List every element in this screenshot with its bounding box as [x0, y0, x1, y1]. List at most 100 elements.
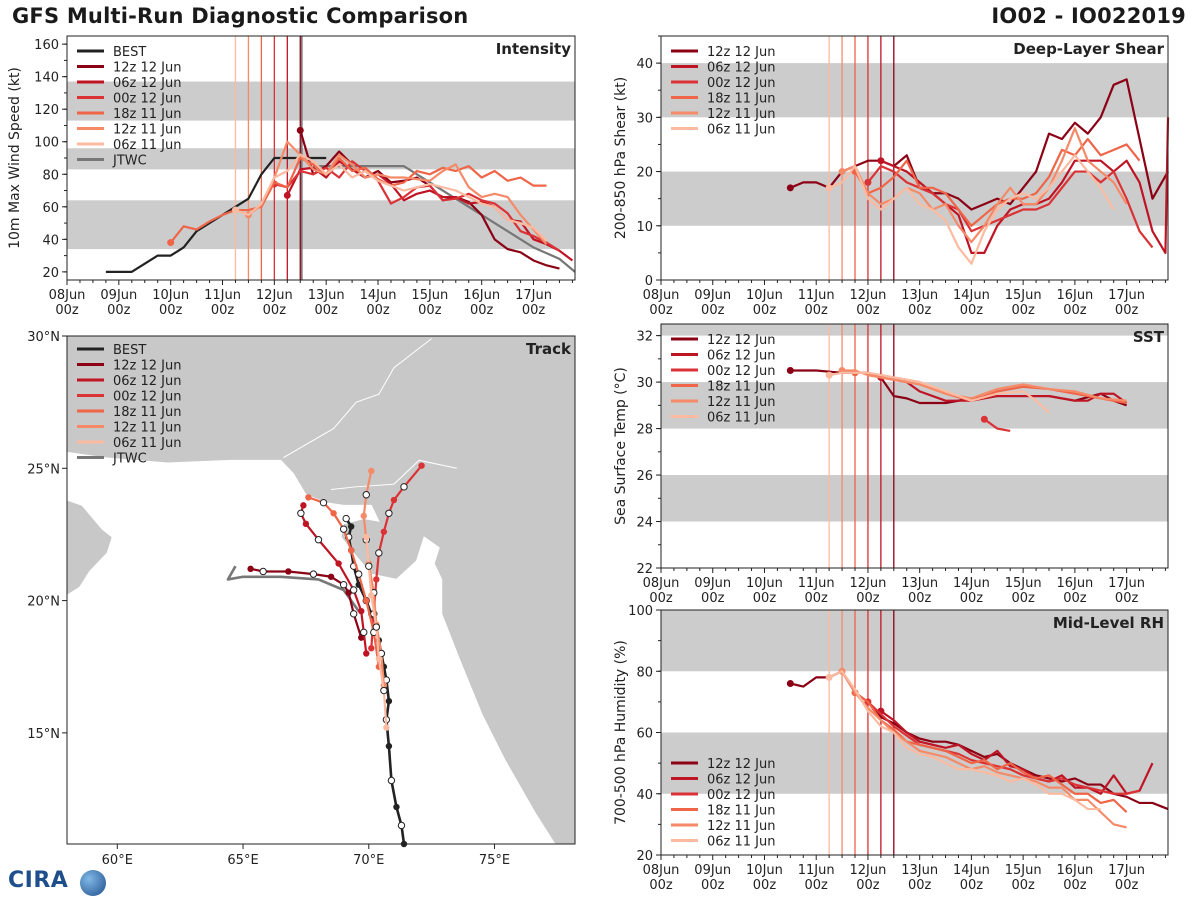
sst-xtick-day: 09Jun	[694, 576, 731, 591]
sst-xtick-day: 10Jun	[746, 576, 783, 591]
sst-xtick-hour: 00z	[960, 591, 984, 606]
sst-xtick-day: 15Jun	[1005, 576, 1042, 591]
rh-xtick-hour: 00z	[701, 878, 725, 893]
track-title: Track	[526, 340, 572, 358]
rh-xtick-day: 14Jun	[953, 863, 990, 878]
sst-ytick-label: 26	[636, 469, 653, 484]
shear-run-start-point	[877, 157, 885, 165]
intensity-series-line	[235, 153, 548, 242]
rh-legend-label: 06z 12 Jun	[707, 773, 776, 788]
shear-series-line	[841, 127, 1128, 244]
sst-xtick-hour: 00z	[1011, 591, 1035, 606]
rh-xtick-day: 10Jun	[746, 863, 783, 878]
shear-xtick-hour: 00z	[1011, 303, 1035, 318]
page-title: GFS Multi-Run Diagnostic Comparison	[12, 4, 469, 28]
sst-xtick-day: 12Jun	[850, 576, 887, 591]
intensity-legend-label: 18z 11 Jun	[113, 107, 182, 122]
intensity-run-start-point	[296, 126, 304, 134]
intensity-legend-label: 00z 12 Jun	[113, 92, 182, 107]
intensity-legend-label: JTWC	[112, 154, 147, 169]
sst-xtick-hour: 00z	[1063, 591, 1087, 606]
track-legend-label: BEST	[113, 343, 146, 358]
intensity-legend-label: 06z 12 Jun	[113, 76, 182, 91]
rh-series-line	[841, 670, 1127, 829]
intensity-run-start-point	[231, 206, 239, 214]
track-point	[383, 724, 390, 731]
track-ytick-label: 25°N	[27, 462, 60, 477]
rh-series-line	[828, 670, 1101, 811]
rh-xtick-day: 11Jun	[798, 863, 835, 878]
intensity-chart	[62, 35, 576, 285]
track-point	[373, 576, 380, 583]
shear-xtick-hour: 00z	[805, 303, 829, 318]
rh-ytick-label: 60	[636, 727, 653, 742]
track-point	[349, 610, 358, 618]
rh-title: Mid-Level RH	[1053, 614, 1164, 632]
track-point	[300, 502, 307, 509]
sst-series-line	[983, 418, 1011, 432]
rh-band	[661, 610, 1168, 672]
rh-chart	[656, 609, 1169, 860]
intensity-xtick-day: 09Jun	[100, 288, 137, 303]
shear-legend-label: 06z 11 Jun	[707, 123, 776, 138]
track-point	[314, 536, 323, 544]
intensity-xtick-hour: 00z	[522, 303, 546, 318]
intensity-xtick-hour: 00z	[366, 303, 390, 318]
track-point	[365, 562, 373, 570]
sst-xtick-hour: 00z	[649, 591, 673, 606]
sst-legend-label: 18z 11 Jun	[707, 380, 776, 395]
shear-run-start-point	[838, 168, 846, 176]
shear-ytick-label: 10	[636, 220, 653, 235]
track-legend-label: JTWC	[112, 452, 147, 467]
sst-frame	[660, 323, 1169, 569]
track-point	[330, 510, 337, 517]
rh-ylabel: 700-500 hPa Humidity (%)	[613, 640, 629, 825]
sst-band	[661, 382, 1168, 429]
intensity-ylabel: 10m Max Wind Speed (kt)	[7, 67, 23, 249]
rh-xtick-hour: 00z	[960, 878, 984, 893]
track-point	[397, 821, 406, 830]
sst-xtick-day: 16Jun	[1056, 576, 1093, 591]
sst-legend-label: 06z 11 Jun	[707, 411, 776, 426]
sst-ytick-label: 30	[636, 376, 653, 391]
shear-legend-label: 18z 11 Jun	[707, 92, 776, 107]
intensity-ytick-label: 100	[34, 136, 59, 151]
track-point	[380, 686, 388, 695]
rh-ytick-label: 100	[628, 604, 653, 619]
shear-xtick-day: 13Jun	[901, 288, 938, 303]
shear-run-start-point	[786, 184, 794, 192]
shear-xtick-hour: 00z	[960, 303, 984, 318]
track-legend-label: 18z 11 Jun	[113, 405, 182, 420]
shear-legend-label: 12z 11 Jun	[707, 107, 776, 122]
intensity-xtick-day: 16Jun	[463, 288, 500, 303]
track-point	[363, 650, 370, 657]
track-point	[390, 496, 398, 504]
shear-band	[661, 63, 1168, 118]
track-point	[375, 549, 383, 557]
track-point	[285, 568, 292, 575]
track-point	[347, 547, 355, 554]
rh-legend-label: 18z 11 Jun	[707, 804, 776, 819]
sst-ylabel: Sea Surface Temp (°C)	[613, 367, 629, 525]
shear-xtick-hour: 00z	[753, 303, 777, 318]
land-area	[66, 499, 113, 597]
shear-title: Deep-Layer Shear	[1013, 40, 1164, 58]
intensity-xtick-day: 12Jun	[256, 288, 293, 303]
intensity-xtick-hour: 00z	[159, 303, 183, 318]
track-point	[360, 628, 368, 637]
shear-xtick-day: 15Jun	[1005, 288, 1042, 303]
rh-ytick-label: 40	[636, 788, 653, 803]
rh-xtick-day: 16Jun	[1056, 863, 1093, 878]
rh-series-line	[854, 691, 1128, 813]
track-legend-label: 06z 11 Jun	[113, 436, 182, 451]
sst-xtick-day: 08Jun	[643, 576, 680, 591]
intensity-xtick-hour: 00z	[314, 303, 338, 318]
track-point	[339, 581, 348, 589]
intensity-band	[67, 200, 575, 250]
sst-series-line	[842, 369, 1127, 402]
intensity-xtick-hour: 00z	[263, 303, 287, 318]
rh-run-start-point	[825, 673, 833, 681]
track-point	[380, 528, 388, 535]
track-ytick-label: 30°N	[27, 330, 60, 345]
rh-xtick-day: 09Jun	[694, 863, 731, 878]
